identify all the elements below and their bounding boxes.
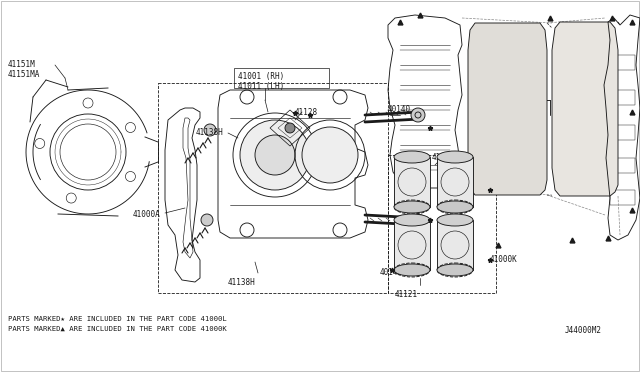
Ellipse shape xyxy=(394,264,430,276)
Bar xyxy=(610,125,635,140)
Text: 41151MA: 41151MA xyxy=(8,70,40,79)
Text: PARTS MARKED▲ ARE INCLUDED IN THE PART CODE 41000K: PARTS MARKED▲ ARE INCLUDED IN THE PART C… xyxy=(8,326,227,332)
Bar xyxy=(437,220,473,270)
Circle shape xyxy=(302,127,358,183)
Text: 40140+A: 40140+A xyxy=(380,268,412,277)
Text: 41128: 41128 xyxy=(295,108,318,117)
Circle shape xyxy=(204,124,216,136)
Text: 41121: 41121 xyxy=(432,153,455,162)
Text: J44000M2: J44000M2 xyxy=(565,326,602,335)
Bar xyxy=(562,175,607,185)
Bar xyxy=(394,220,430,270)
Circle shape xyxy=(240,120,310,190)
Text: PARTS MARKED★ ARE INCLUDED IN THE PART CODE 41000L: PARTS MARKED★ ARE INCLUDED IN THE PART C… xyxy=(8,316,227,322)
Text: 41121: 41121 xyxy=(395,290,418,299)
Ellipse shape xyxy=(437,264,473,276)
Ellipse shape xyxy=(394,214,430,226)
Circle shape xyxy=(285,123,295,133)
Text: 41000K: 41000K xyxy=(490,255,518,264)
Bar xyxy=(610,55,635,70)
Bar xyxy=(562,105,607,115)
Bar xyxy=(388,155,496,293)
Bar xyxy=(234,68,329,88)
Ellipse shape xyxy=(437,214,473,226)
Bar xyxy=(610,158,635,173)
Bar xyxy=(394,157,430,207)
Circle shape xyxy=(201,214,213,226)
Text: 41138H: 41138H xyxy=(228,278,256,287)
Text: 41151M: 41151M xyxy=(8,60,36,69)
Bar xyxy=(158,83,388,293)
Circle shape xyxy=(411,108,425,122)
Text: 41000A: 41000A xyxy=(133,210,161,219)
Text: 41001 (RH): 41001 (RH) xyxy=(238,72,284,81)
Bar xyxy=(562,155,607,165)
Bar xyxy=(437,157,473,207)
Bar xyxy=(562,55,607,65)
Ellipse shape xyxy=(437,151,473,163)
Ellipse shape xyxy=(394,201,430,213)
Polygon shape xyxy=(468,23,547,195)
Ellipse shape xyxy=(394,151,430,163)
Bar xyxy=(610,90,635,105)
Polygon shape xyxy=(552,22,618,196)
Bar xyxy=(610,190,635,205)
Bar xyxy=(562,80,607,90)
Circle shape xyxy=(255,135,295,175)
Circle shape xyxy=(411,214,425,228)
Text: 41138H: 41138H xyxy=(196,128,224,137)
Bar xyxy=(562,130,607,140)
Ellipse shape xyxy=(437,201,473,213)
Text: 41011 (LH): 41011 (LH) xyxy=(238,82,284,91)
Text: 40140: 40140 xyxy=(388,105,411,114)
